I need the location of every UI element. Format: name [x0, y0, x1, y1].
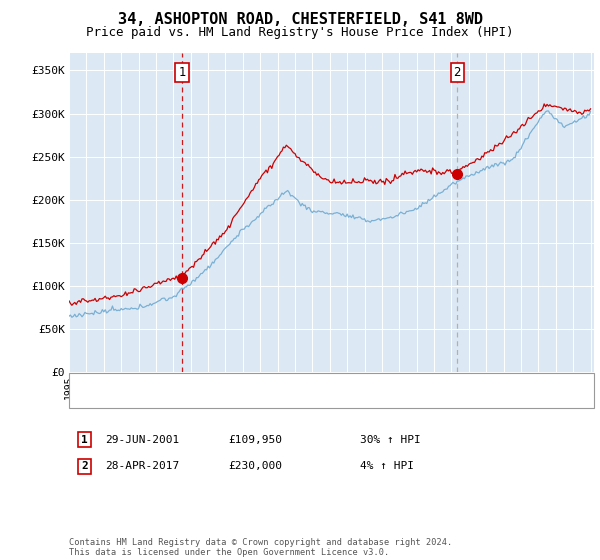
- Text: HPI: Average price, detached house, Chesterfield: HPI: Average price, detached house, Ches…: [109, 393, 409, 403]
- Text: 34, ASHOPTON ROAD, CHESTERFIELD, S41 8WD: 34, ASHOPTON ROAD, CHESTERFIELD, S41 8WD: [118, 12, 482, 27]
- Text: £109,950: £109,950: [228, 435, 282, 445]
- Text: 1: 1: [178, 66, 186, 78]
- Text: 28-APR-2017: 28-APR-2017: [105, 461, 179, 472]
- Text: 34, ASHOPTON ROAD, CHESTERFIELD, S41 8WD (detached house): 34, ASHOPTON ROAD, CHESTERFIELD, S41 8WD…: [109, 377, 464, 388]
- Text: Contains HM Land Registry data © Crown copyright and database right 2024.
This d: Contains HM Land Registry data © Crown c…: [69, 538, 452, 557]
- Text: 29-JUN-2001: 29-JUN-2001: [105, 435, 179, 445]
- Text: £230,000: £230,000: [228, 461, 282, 472]
- Text: 1: 1: [81, 435, 88, 445]
- Text: 30% ↑ HPI: 30% ↑ HPI: [360, 435, 421, 445]
- Text: 2: 2: [454, 66, 461, 78]
- Text: 2: 2: [81, 461, 88, 472]
- Text: Price paid vs. HM Land Registry's House Price Index (HPI): Price paid vs. HM Land Registry's House …: [86, 26, 514, 39]
- Text: 4% ↑ HPI: 4% ↑ HPI: [360, 461, 414, 472]
